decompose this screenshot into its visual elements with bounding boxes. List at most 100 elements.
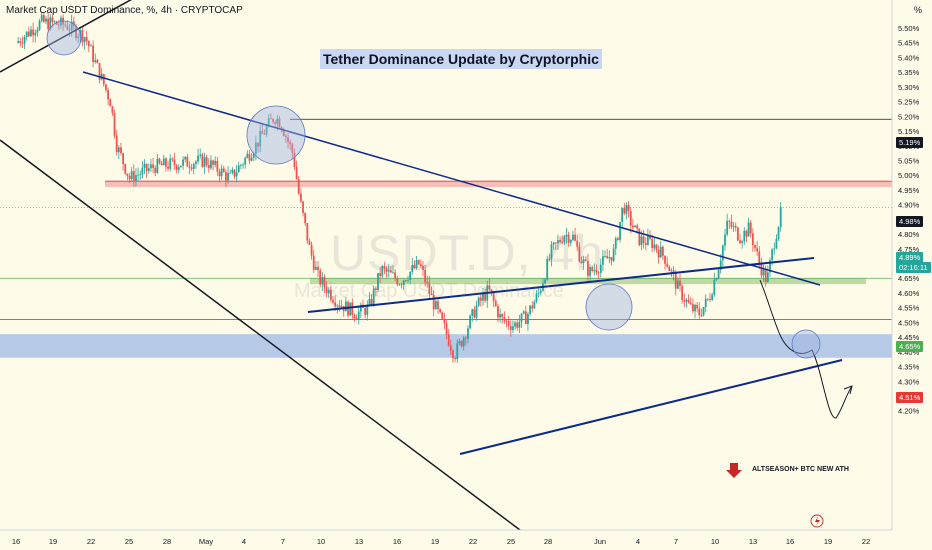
candle-body xyxy=(437,301,439,310)
candle-body xyxy=(237,165,240,173)
resistance-zone xyxy=(105,181,892,187)
descending-resistance-line xyxy=(82,71,821,286)
candle-body xyxy=(201,154,204,167)
candle-body xyxy=(120,147,122,154)
candle-body xyxy=(657,249,660,258)
candle-body xyxy=(557,240,559,244)
candle-body xyxy=(428,282,431,294)
symbol-title: Market Cap USDT Dominance, %, 4h · CRYPT… xyxy=(6,5,243,16)
candle-body xyxy=(554,242,557,244)
candle-body xyxy=(115,135,118,153)
candle-body xyxy=(661,246,664,256)
candle-body xyxy=(257,142,259,147)
candle-body xyxy=(310,244,313,256)
y-tick-label: 5.30% xyxy=(898,83,920,92)
candle-body xyxy=(777,227,780,239)
candle-body xyxy=(312,255,315,270)
candle-body xyxy=(319,270,322,285)
candle-body xyxy=(404,280,407,282)
candle-body xyxy=(359,304,362,312)
candle-body xyxy=(572,234,574,240)
x-tick-label: May xyxy=(199,537,213,546)
candle-body xyxy=(218,171,221,177)
x-tick-label: 13 xyxy=(355,537,363,546)
chart-title: Tether Dominance Update by Cryptorphic xyxy=(320,49,602,69)
candle-body xyxy=(771,249,774,261)
candle-body xyxy=(77,36,80,39)
y-tick-label: 5.35% xyxy=(898,68,920,77)
candle-body xyxy=(323,277,326,288)
candle-body xyxy=(282,130,285,137)
candle-body xyxy=(732,225,735,227)
x-tick-label: 7 xyxy=(281,537,285,546)
candle-body xyxy=(422,266,424,270)
candle-body xyxy=(610,257,613,261)
candle-body xyxy=(672,270,675,274)
candle-body xyxy=(246,153,249,158)
candle-body xyxy=(334,302,337,307)
candle-body xyxy=(447,334,450,346)
candle-body xyxy=(653,244,656,249)
candle-body xyxy=(711,294,714,301)
candle-body xyxy=(293,152,296,168)
candle-body xyxy=(484,293,486,301)
candle-body xyxy=(535,293,538,302)
x-tick-label: 19 xyxy=(824,537,832,546)
candle-body xyxy=(458,341,461,344)
candle-body xyxy=(704,298,707,308)
candle-body xyxy=(231,169,234,173)
candle-body xyxy=(460,341,463,347)
axis-unit-label[interactable]: % xyxy=(913,5,922,15)
candle-body xyxy=(306,223,309,241)
candle-body xyxy=(325,287,328,294)
candle-body xyxy=(533,301,536,309)
candle-body xyxy=(171,158,174,160)
candle-body xyxy=(745,230,748,237)
candle-body xyxy=(597,272,600,274)
candle-body xyxy=(651,238,654,249)
candle-body xyxy=(402,280,405,285)
candle-body xyxy=(269,118,272,120)
candle-body xyxy=(638,228,641,246)
candle-body xyxy=(529,305,531,314)
candle-body xyxy=(87,41,90,47)
candle-body xyxy=(344,301,347,312)
candle-body xyxy=(385,268,388,272)
candle-body xyxy=(355,318,358,320)
candle-body xyxy=(23,37,26,44)
candle-body xyxy=(252,153,255,158)
candle-body xyxy=(689,302,692,305)
candle-body xyxy=(449,345,452,351)
projection-arrow-head xyxy=(843,385,853,395)
altseason-annotation: ALTSEASON+ BTC NEW ATH xyxy=(752,466,849,473)
candle-body xyxy=(642,236,645,244)
candle-body xyxy=(492,293,495,301)
candle-body xyxy=(289,141,292,145)
candle-body xyxy=(233,169,236,177)
candle-body xyxy=(372,288,375,305)
candle-body xyxy=(147,168,150,171)
candle-body xyxy=(235,172,238,177)
candle-body xyxy=(267,118,270,127)
candle-body xyxy=(113,113,116,136)
y-tick-label: 4.75% xyxy=(898,245,920,254)
candle-body xyxy=(188,166,191,168)
candle-body xyxy=(631,225,634,228)
demand-zone xyxy=(0,334,892,358)
x-tick-label: 10 xyxy=(711,537,719,546)
x-tick-label: 19 xyxy=(49,537,57,546)
candle-body xyxy=(674,273,677,289)
y-tick-label: 5.45% xyxy=(898,39,920,48)
candle-body xyxy=(51,17,54,22)
candle-body xyxy=(105,84,107,91)
candle-body xyxy=(467,328,469,339)
candle-body xyxy=(730,221,733,227)
candle-body xyxy=(117,147,120,153)
y-tick-label: 4.55% xyxy=(898,304,920,313)
candle-body xyxy=(602,256,604,265)
candle-body xyxy=(614,238,617,249)
candle-body xyxy=(702,307,705,316)
candle-body xyxy=(419,264,422,267)
candle-body xyxy=(400,284,403,286)
